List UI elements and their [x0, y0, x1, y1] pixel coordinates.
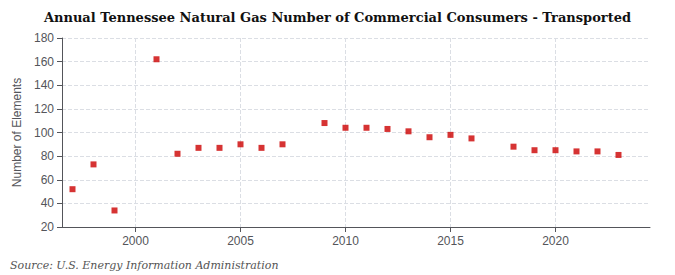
svg-text:100: 100	[34, 126, 54, 140]
svg-text:120: 120	[34, 102, 54, 116]
svg-text:Annual Tennessee Natural Gas N: Annual Tennessee Natural Gas Number of C…	[43, 10, 631, 25]
svg-text:160: 160	[34, 55, 54, 69]
svg-text:2000: 2000	[122, 234, 149, 248]
svg-text:2015: 2015	[437, 234, 464, 248]
svg-text:2005: 2005	[227, 234, 254, 248]
svg-text:Source: U.S. Energy Informatio: Source: U.S. Energy Information Administ…	[10, 259, 278, 272]
svg-text:2010: 2010	[332, 234, 359, 248]
svg-text:60: 60	[41, 173, 55, 187]
svg-text:40: 40	[41, 196, 55, 210]
svg-text:140: 140	[34, 78, 54, 92]
svg-text:2020: 2020	[542, 234, 569, 248]
svg-text:80: 80	[41, 149, 55, 163]
svg-text:Number of Elements: Number of Elements	[10, 78, 24, 187]
svg-text:180: 180	[34, 31, 54, 45]
svg-text:20: 20	[41, 220, 55, 234]
